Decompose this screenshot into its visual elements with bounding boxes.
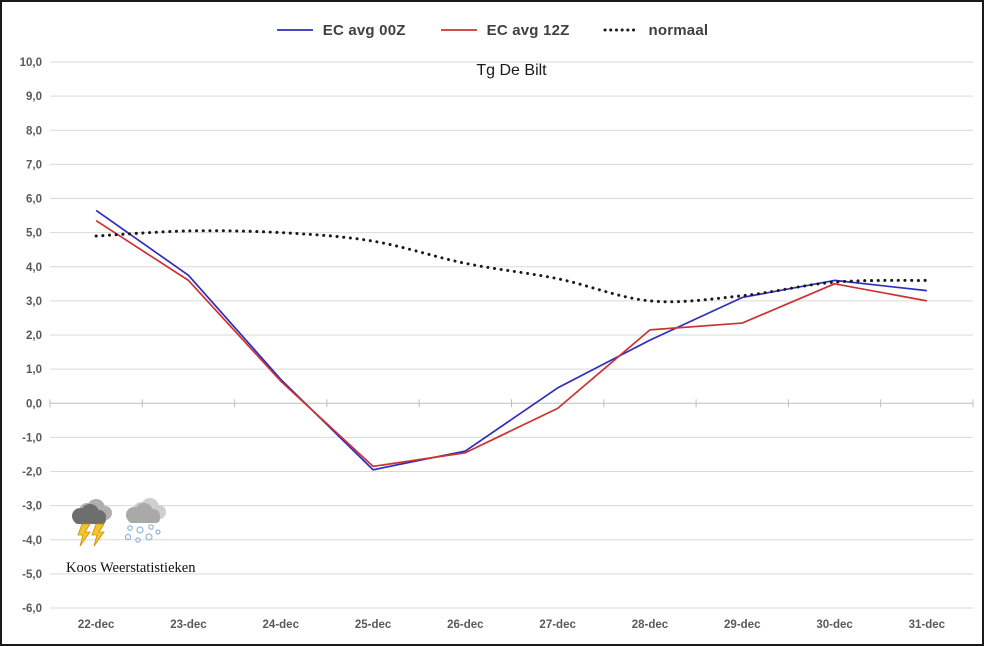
y-axis-tick-label: -6,0 [22, 603, 42, 615]
branding-block: Koos Weerstatistieken [66, 496, 246, 577]
series-line-ec-avg-00z [95, 209, 927, 471]
chart-title: Tg De Bilt [476, 62, 547, 79]
x-axis-tick-label: 25-dec [355, 619, 392, 631]
y-axis-tick-label: -4,0 [22, 535, 42, 547]
x-axis-tick-label: 23-dec [170, 619, 207, 631]
y-axis-tick-label: 3,0 [26, 296, 42, 308]
snow-shower-icon [124, 498, 166, 543]
y-axis-tick-label: 8,0 [26, 125, 42, 137]
x-axis-tick-label: 27-dec [539, 619, 576, 631]
series-line-ec-avg-12z [95, 219, 928, 468]
y-axis-tick-label: 6,0 [26, 194, 42, 206]
y-axis-tick-label: -5,0 [22, 569, 42, 581]
y-axis-tick-label: 9,0 [26, 91, 42, 103]
y-axis-tick-label: 2,0 [26, 330, 42, 342]
x-axis-tick-label: 29-dec [724, 619, 761, 631]
branding-caption: Koos Weerstatistieken [66, 560, 196, 576]
x-axis-tick-label: 30-dec [816, 619, 853, 631]
x-axis-tick-label: 24-dec [263, 619, 300, 631]
y-axis-tick-label: 7,0 [26, 159, 42, 171]
x-axis-tick-label: 26-dec [447, 619, 484, 631]
y-axis-tick-label: -2,0 [22, 467, 42, 479]
series-line-normaal [94, 229, 929, 304]
thunderstorm-icon [72, 499, 112, 547]
x-axis-tick-label: 22-dec [78, 619, 115, 631]
y-axis-tick-label: 0,0 [26, 398, 42, 410]
x-axis-tick-label: 28-dec [632, 619, 669, 631]
x-axis-tick-label: 31-dec [909, 619, 946, 631]
y-axis-tick-label: 5,0 [26, 228, 42, 240]
y-axis-tick-label: -3,0 [22, 501, 42, 513]
y-axis-tick-label: 1,0 [26, 364, 42, 376]
y-axis-tick-label: 4,0 [26, 262, 42, 274]
y-axis-tick-label: -1,0 [22, 432, 42, 444]
y-axis-tick-label: 10,0 [20, 57, 42, 69]
